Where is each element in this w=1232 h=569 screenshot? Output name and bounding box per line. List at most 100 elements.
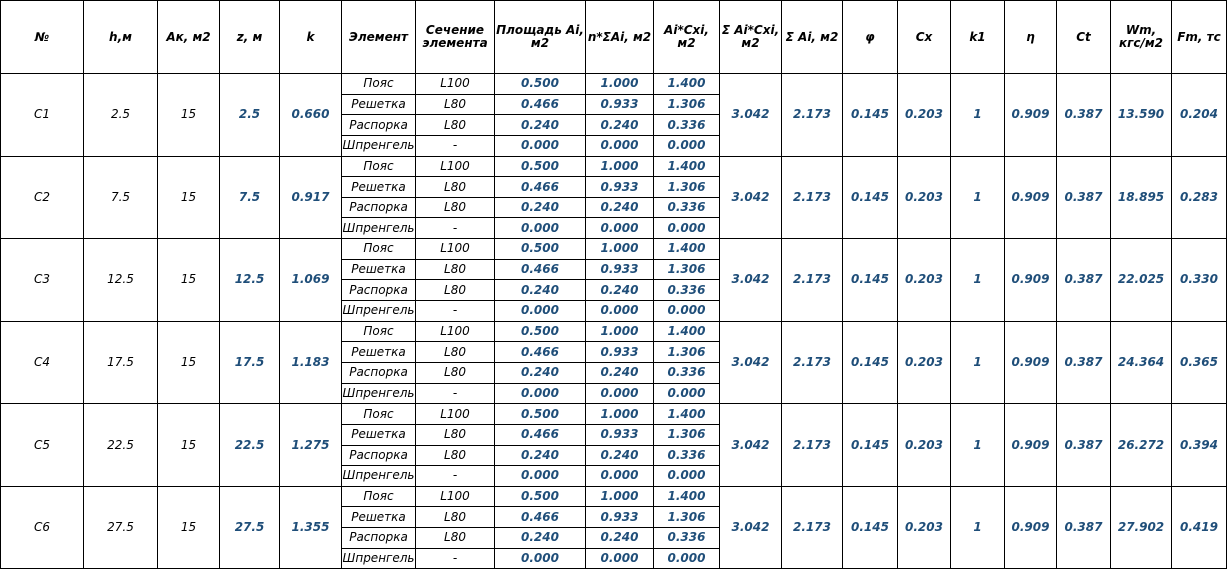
z-value: 17.5	[219, 320, 280, 405]
element-name: Пояс	[341, 320, 416, 343]
element-n-sum: 0.240	[585, 114, 654, 136]
sum-acx-value: 3.042	[719, 73, 782, 157]
element-area: 0.466	[494, 93, 586, 116]
eta-value: 0.909	[1004, 73, 1057, 157]
element-acx: 0.336	[653, 361, 720, 384]
element-section: -	[415, 382, 495, 405]
height-value: 17.5	[83, 320, 158, 405]
element-area: 0.240	[494, 279, 586, 302]
element-acx: 0.000	[653, 217, 720, 240]
phi-value: 0.145	[842, 238, 898, 322]
element-acx: 1.400	[653, 238, 720, 260]
table-row: С2 7.5 15 7.5 0.917 Пояс L100 0.500 1.000 1.400 3.…	[0, 155, 1227, 240]
element-area: 0.500	[494, 403, 586, 425]
element-n-sum: 1.000	[585, 238, 654, 260]
element-area: 0.000	[494, 547, 586, 569]
element-n-sum: 0.933	[585, 176, 654, 198]
eta-value: 0.909	[1004, 320, 1057, 405]
sum-a-value: 2.173	[781, 403, 843, 487]
element-area: 0.000	[494, 300, 586, 322]
header-section: Сечение элемента	[415, 0, 495, 74]
header-row: № h,м Ак, м2 z, м k Элемент Сечение элем…	[0, 0, 1227, 74]
header-h: h,м	[83, 0, 158, 74]
element-n-sum: 1.000	[585, 403, 654, 425]
k1-value: 1	[950, 155, 1005, 240]
element-section: L80	[415, 176, 495, 198]
element-acx: 0.000	[653, 465, 720, 487]
element-area: 0.466	[494, 258, 586, 281]
element-n-sum: 0.240	[585, 196, 654, 219]
element-acx: 0.000	[653, 134, 720, 157]
element-n-sum: 0.933	[585, 258, 654, 281]
element-name: Пояс	[341, 155, 416, 178]
element-name: Шпренгель	[341, 382, 416, 405]
element-section: -	[415, 547, 495, 569]
table-row: Распорка L80 0.240 0.240 0.336	[1, 361, 1227, 384]
element-n-sum: 0.000	[585, 382, 654, 405]
element-name: Распорка	[341, 444, 416, 467]
table-row: Распорка L80 0.240 0.240 0.336	[1, 196, 1227, 219]
header-element: Элемент	[341, 0, 416, 74]
element-n-sum: 0.000	[585, 465, 654, 487]
table-row: Распорка L80 0.240 0.240 0.336	[1, 444, 1227, 467]
element-acx: 0.336	[653, 279, 720, 302]
element-area: 0.466	[494, 176, 586, 198]
wm-value: 24.364	[1110, 320, 1172, 405]
element-n-sum: 0.000	[585, 217, 654, 240]
element-name: Пояс	[341, 238, 416, 260]
element-n-sum: 1.000	[585, 320, 654, 343]
table-row: Шпренгель -0.000 0.000 0.000	[1, 382, 1227, 405]
element-acx: 1.306	[653, 341, 720, 363]
phi-value: 0.145	[842, 403, 898, 487]
element-section: L100	[415, 73, 495, 95]
element-name: Распорка	[341, 361, 416, 384]
element-acx: 0.336	[653, 527, 720, 549]
section-number: С2	[0, 155, 84, 240]
element-area: 0.466	[494, 341, 586, 363]
element-area: 0.240	[494, 361, 586, 384]
element-area: 0.500	[494, 238, 586, 260]
z-value: 12.5	[219, 238, 280, 322]
element-name: Распорка	[341, 527, 416, 549]
height-value: 2.5	[83, 73, 158, 157]
table-row: С3 12.5 15 12.5 1.069 Пояс L100 0.500 1.000 1.400…	[0, 238, 1227, 322]
sum-a-value: 2.173	[781, 485, 843, 569]
wm-value: 13.590	[1110, 73, 1172, 157]
header-fm: Fm, тс	[1171, 0, 1227, 74]
element-section: L80	[415, 196, 495, 219]
element-name: Распорка	[341, 114, 416, 136]
fm-value: 0.204	[1171, 73, 1227, 157]
sum-acx-value: 3.042	[719, 403, 782, 487]
header-area: Площадь Ai, м2	[494, 0, 586, 74]
element-section: L80	[415, 444, 495, 467]
element-name: Пояс	[341, 403, 416, 425]
eta-value: 0.909	[1004, 155, 1057, 240]
header-k1: k1	[950, 0, 1005, 74]
header-sum-acx: Σ Ai*Cxi, м2	[719, 0, 782, 74]
element-area: 0.000	[494, 465, 586, 487]
wm-value: 22.025	[1110, 238, 1172, 322]
ct-value: 0.387	[1056, 73, 1111, 157]
cx-value: 0.203	[897, 238, 951, 322]
element-name: Распорка	[341, 196, 416, 219]
element-acx: 1.400	[653, 73, 720, 95]
element-section: L100	[415, 485, 495, 508]
element-n-sum: 1.000	[585, 73, 654, 95]
k1-value: 1	[950, 403, 1005, 487]
sum-acx-value: 3.042	[719, 238, 782, 322]
header-sum-a: Σ Ai, м2	[781, 0, 843, 74]
section-number: С6	[0, 485, 84, 569]
cx-value: 0.203	[897, 155, 951, 240]
table-row: Решетка L80 0.466 0.933 1.306	[1, 341, 1227, 363]
sum-a-value: 2.173	[781, 320, 843, 405]
element-area: 0.240	[494, 444, 586, 467]
fm-value: 0.419	[1171, 485, 1227, 569]
z-value: 27.5	[219, 485, 280, 569]
element-area: 0.500	[494, 485, 586, 508]
element-acx: 0.336	[653, 114, 720, 136]
ct-value: 0.387	[1056, 485, 1111, 569]
element-acx: 0.000	[653, 547, 720, 569]
element-name: Шпренгель	[341, 547, 416, 569]
element-name: Распорка	[341, 279, 416, 302]
element-section: -	[415, 217, 495, 240]
